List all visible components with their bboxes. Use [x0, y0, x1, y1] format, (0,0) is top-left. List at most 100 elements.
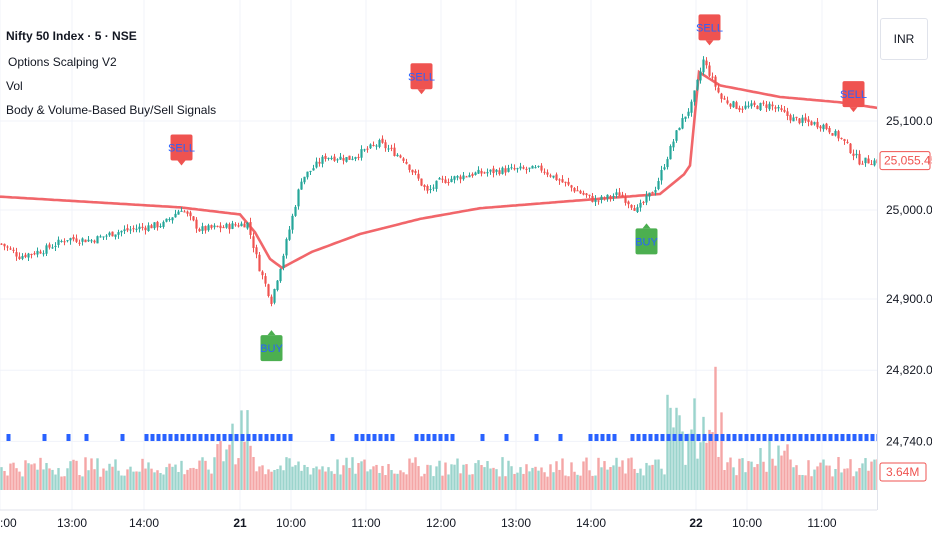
- candle-body: [471, 173, 474, 176]
- candle-body: [594, 199, 597, 203]
- sell-signal-box: [170, 134, 193, 161]
- volume-bar: [42, 469, 45, 490]
- volume-bar: [633, 468, 636, 490]
- volume-bar: [207, 469, 210, 490]
- volume-bar: [762, 461, 765, 490]
- candle-body: [666, 159, 669, 168]
- volume-bar: [648, 465, 651, 490]
- candle-body: [258, 254, 261, 272]
- candle-body: [720, 93, 723, 99]
- volume-bar: [87, 470, 90, 490]
- signal-dot: [450, 434, 455, 441]
- volume-bar: [528, 471, 531, 490]
- candle-body: [813, 122, 816, 125]
- signal-dot: [162, 434, 167, 441]
- candle-body: [384, 142, 387, 149]
- candle-body: [870, 164, 873, 166]
- volume-bar: [249, 445, 252, 490]
- candle-body: [537, 165, 540, 167]
- volume-bar: [78, 475, 81, 490]
- candle-body: [132, 228, 135, 230]
- candle-body: [324, 155, 327, 159]
- signal-dot: [432, 434, 437, 441]
- signal-dot: [750, 434, 755, 441]
- volume-bar: [12, 462, 15, 490]
- candle-body: [297, 189, 300, 207]
- volume-bar: [684, 464, 687, 490]
- volume-bar: [45, 463, 48, 490]
- signal-dot: [630, 434, 635, 441]
- candle-body: [576, 190, 579, 192]
- candle-body: [819, 126, 822, 129]
- volume-bar: [705, 442, 708, 490]
- price-tick-label: 25,100.00: [886, 114, 932, 128]
- candle-body: [810, 121, 813, 126]
- volume-bar: [597, 457, 600, 490]
- volume-bar: [798, 474, 801, 490]
- volume-bar: [513, 473, 516, 490]
- symbol-title[interactable]: Nifty 50 Index · 5 · NSE: [6, 29, 137, 43]
- candle-body: [102, 236, 105, 238]
- volume-bar: [435, 466, 438, 490]
- volume-bar: [294, 465, 297, 490]
- sell-signal-text: SELL: [408, 71, 435, 83]
- candle-body: [864, 157, 867, 164]
- time-tick-label: 11:00: [351, 516, 380, 530]
- volume-bar: [351, 457, 354, 490]
- volume-bar: [501, 457, 504, 490]
- candle-body: [261, 271, 264, 276]
- candle-body: [774, 107, 777, 109]
- volume-bar: [582, 461, 585, 490]
- volume-bar: [651, 464, 654, 490]
- indicator-buy-sell-signals[interactable]: Body & Volume-Based Buy/Sell Signals: [6, 103, 217, 117]
- signal-dot: [654, 434, 659, 441]
- indicator-vol[interactable]: Vol: [6, 79, 23, 93]
- volume-bar: [135, 471, 138, 490]
- indicator-options-scalping[interactable]: Options Scalping V2: [8, 55, 117, 69]
- candle-body: [543, 171, 546, 173]
- candle-body: [141, 226, 144, 228]
- volume-bar: [462, 464, 465, 490]
- candle-body: [600, 196, 603, 200]
- candle-body: [609, 196, 612, 198]
- candle-body: [603, 197, 606, 199]
- volume-bar: [426, 464, 429, 490]
- candle-body: [273, 289, 276, 303]
- volume-bar: [783, 450, 786, 490]
- volume-bar: [750, 461, 753, 490]
- volume-bar: [432, 476, 435, 490]
- price-axis[interactable]: 25,100.00 25,000.00 24,900.00 24,820.00 24,7…: [878, 0, 932, 510]
- candle-body: [672, 141, 675, 148]
- signal-dot: [420, 434, 425, 441]
- candle-body: [81, 238, 84, 242]
- candle-body: [456, 176, 459, 178]
- signal-dot: [648, 434, 653, 441]
- volume-bar: [720, 412, 723, 490]
- time-axis[interactable]: :00 13:00 14:00 21 10:00 11:00 12:00 13:00 14:00…: [0, 516, 837, 530]
- candle-body: [318, 161, 321, 164]
- volume-bar: [804, 475, 807, 490]
- volume-bar: [756, 464, 759, 490]
- volume-bar: [375, 464, 378, 490]
- candle-body: [606, 194, 609, 199]
- volume-bar: [393, 473, 396, 490]
- candle-body: [348, 155, 351, 160]
- currency-button[interactable]: INR: [880, 18, 928, 60]
- signal-dot: [660, 434, 665, 441]
- signal-dot: [714, 434, 719, 441]
- signal-dot: [696, 434, 701, 441]
- candle-body: [234, 224, 237, 226]
- signal-dot: [156, 434, 161, 441]
- volume-bar: [405, 474, 408, 490]
- volume-bar: [108, 463, 111, 490]
- signal-dot: [708, 434, 713, 441]
- candle-body: [171, 217, 174, 221]
- signal-dot: [222, 434, 227, 441]
- candle-body: [507, 167, 510, 172]
- candle-body: [669, 146, 672, 160]
- candle-body: [48, 244, 51, 248]
- candle-body: [246, 222, 249, 229]
- volume-bar: [780, 455, 783, 490]
- volume-bar: [132, 471, 135, 490]
